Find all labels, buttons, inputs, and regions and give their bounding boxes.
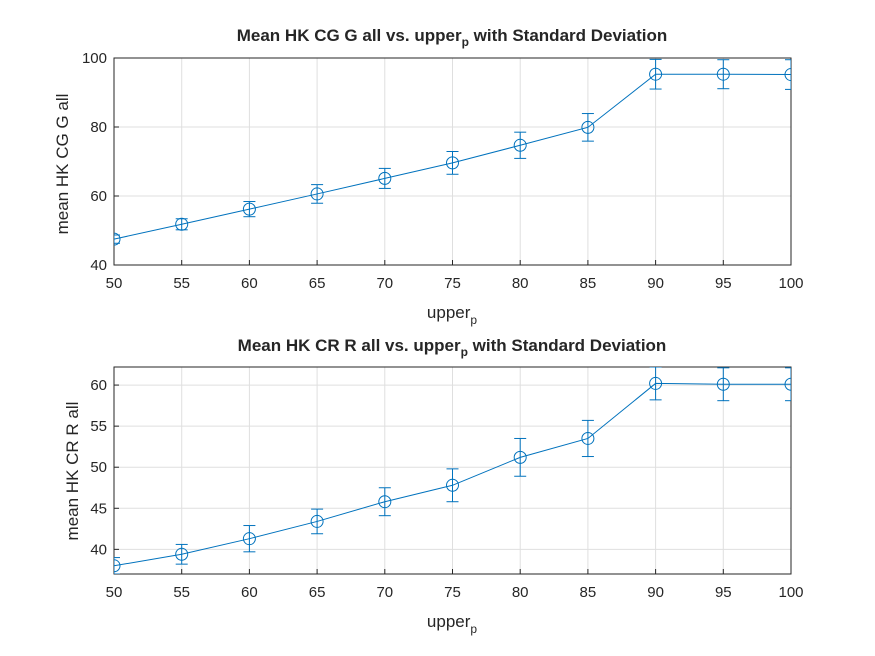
x-tick-label: 80 <box>512 584 529 601</box>
x-tick-label: 55 <box>173 275 190 292</box>
x-tick-label: 80 <box>512 275 529 292</box>
x-tick-label: 90 <box>647 275 664 292</box>
subplot-mean-hk-cr-r: Mean HK CR R all vs. upperp with Standar… <box>63 336 804 636</box>
y-tick-label: 80 <box>90 119 107 136</box>
data-point <box>378 171 392 185</box>
data-point <box>716 377 730 391</box>
y-tick-label: 40 <box>90 257 107 274</box>
data-point <box>114 559 121 573</box>
axes-box <box>113 366 792 575</box>
subplot-mean-hk-cg-g: Mean HK CG G all vs. upperp with Standar… <box>53 26 804 327</box>
data-point <box>581 431 595 445</box>
x-tick-label: 65 <box>309 584 326 601</box>
data-point <box>242 202 256 216</box>
data-point <box>446 478 459 492</box>
data-point <box>310 514 324 528</box>
x-tick-label: 70 <box>376 584 393 601</box>
data-point <box>114 232 121 246</box>
x-tick-label: 75 <box>444 584 461 601</box>
x-tick-label: 55 <box>173 584 190 601</box>
data-point <box>513 450 527 464</box>
x-tick-label: 60 <box>241 275 258 292</box>
data-point <box>784 377 791 391</box>
x-tick-label: 100 <box>778 275 803 292</box>
data-point <box>581 120 595 134</box>
x-tick-label: 65 <box>309 275 326 292</box>
x-tick-label: 85 <box>580 275 597 292</box>
x-tick-label: 70 <box>376 275 393 292</box>
data-point <box>716 67 730 81</box>
x-tick-label: 50 <box>106 584 123 601</box>
data-point <box>175 217 189 231</box>
data-point <box>513 138 527 152</box>
x-axis-label: upperp <box>427 303 477 327</box>
x-tick-label: 50 <box>106 275 123 292</box>
x-tick-label: 85 <box>580 584 597 601</box>
data-point <box>310 187 324 201</box>
data-point <box>242 532 256 546</box>
y-tick-label: 100 <box>82 50 107 67</box>
data-point <box>378 495 392 509</box>
x-axis-label: upperp <box>427 612 477 636</box>
y-tick-label: 40 <box>90 541 107 558</box>
y-tick-label: 45 <box>90 500 107 517</box>
y-tick-label: 60 <box>90 188 107 205</box>
y-axis-label: mean HK CR R all <box>63 402 82 541</box>
y-tick-label: 60 <box>90 377 107 394</box>
x-tick-label: 95 <box>715 584 732 601</box>
x-tick-label: 100 <box>778 584 803 601</box>
x-tick-label: 95 <box>715 275 732 292</box>
data-point <box>649 376 663 390</box>
chart-title: Mean HK CG G all vs. upperp with Standar… <box>237 26 668 49</box>
chart-title: Mean HK CR R all vs. upperp with Standar… <box>238 336 667 359</box>
y-axis-label: mean HK CG G all <box>53 94 72 235</box>
y-tick-label: 50 <box>90 459 107 476</box>
data-point <box>446 156 459 170</box>
x-tick-label: 75 <box>444 275 461 292</box>
y-tick-label: 55 <box>90 418 107 435</box>
data-layer <box>114 58 791 246</box>
axes-box <box>113 57 792 266</box>
data-point <box>175 547 189 561</box>
data-point <box>649 67 663 81</box>
x-tick-label: 60 <box>241 584 258 601</box>
x-tick-label: 90 <box>647 584 664 601</box>
data-point <box>784 68 791 82</box>
data-layer <box>114 367 791 574</box>
